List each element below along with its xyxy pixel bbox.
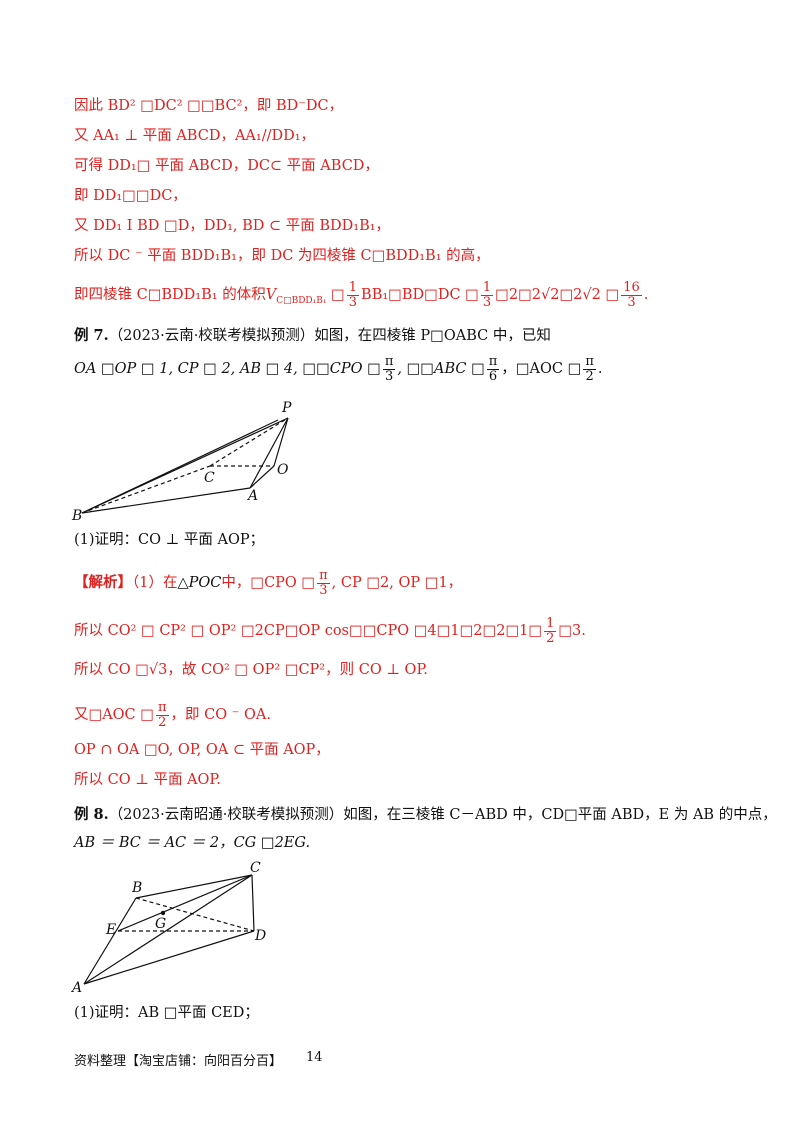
edge-AO xyxy=(249,465,275,489)
label-E: E xyxy=(105,922,116,938)
edge-BP-2 xyxy=(81,419,279,514)
point-G xyxy=(160,910,166,916)
solution-line-6: 所以 CO ⊥ 平面 AOP. xyxy=(74,772,221,788)
example-7-heading: 例 7.（2023·云南·校联考模拟预测）如图，在四棱锥 P□OABC 中，已知 xyxy=(74,327,551,344)
solution-line-1: 【解析】（1）在△POC中，□CPO □ π 3, CP □2, OP □1， xyxy=(74,567,463,598)
text-line-1: 因此 BD² □DC² □□BC²，即 BD⁻DC， xyxy=(74,98,344,114)
edge-CD xyxy=(251,874,255,932)
text-line-6: 所以 DC ⁻ 平面 BDD₁B₁，即 DC 为四棱锥 C□BDD₁B₁ 的高， xyxy=(74,248,490,264)
solution-line-5: OP ∩ OA □O, OP, OA ⊂ 平面 AOP， xyxy=(74,742,330,758)
label-B: B xyxy=(131,880,142,896)
edge-BC-hidden xyxy=(81,465,211,514)
solution-line-2: 所以 CO² □ CP² □ OP² □2CP□OP cos□□CPO □4□1… xyxy=(74,615,586,646)
edge-AP xyxy=(249,417,289,489)
solution-line-3: 所以 CO □√3，故 CO² □ OP² □CP²，则 CO ⊥ OP. xyxy=(74,662,428,678)
edge-EC xyxy=(117,874,253,932)
label-C: C xyxy=(250,860,261,876)
example-7-question-1: (1)证明：CO ⊥ 平面 AOP； xyxy=(74,532,265,548)
text-line-7-volume: 即四棱锥 C□BDD₁B₁ 的体积VC□BDD₁B₁ □ 1 3 BB₁□BD□DC … xyxy=(74,279,649,310)
label-D: D xyxy=(254,928,266,944)
text-line-2: 又 AA₁ ⊥ 平面 ABCD，AA₁//DD₁， xyxy=(74,128,316,144)
example-7-conditions: OA □OP □ 1, CP □ 2, AB □ 4, □□CPO □ π 3, □… xyxy=(74,353,603,384)
tetrahedron-figure-2: B C E G D A xyxy=(70,860,266,996)
fraction-16-3: 16 3 xyxy=(621,279,642,310)
label-C: C xyxy=(204,470,215,486)
example-8-conditions: AB ＝ BC ＝ AC ＝ 2，CG □2EG. xyxy=(74,835,311,851)
label-A: A xyxy=(70,980,82,996)
edge-AC xyxy=(83,874,253,985)
text-line-5: 又 DD₁ I BD □D，DD₁, BD ⊂ 平面 BDD₁B₁， xyxy=(74,218,391,234)
footer-text: 资料整理【淘宝店铺：向阳百分百】 xyxy=(74,1054,283,1069)
solution-label: 【解析】 xyxy=(74,574,132,591)
edge-BC xyxy=(135,874,253,899)
example-8-heading: 例 8.（2023·云南昭通·校联考模拟预测）如图，在三棱锥 C－ABD 中，C… xyxy=(74,806,777,823)
label-B: B xyxy=(71,508,82,524)
edge-BD-hidden xyxy=(135,897,255,932)
edge-AD xyxy=(83,930,255,985)
edge-BA xyxy=(81,487,251,514)
pyramid-figure-1: P O C A B xyxy=(71,400,292,524)
edge-AB xyxy=(83,897,137,985)
edge-CP-hidden xyxy=(209,417,289,467)
page-number: 14 xyxy=(306,1050,323,1065)
label-O: O xyxy=(277,462,289,478)
edge-OP xyxy=(273,417,289,467)
label-P: P xyxy=(281,400,292,416)
text-line-4: 即 DD₁□□DC， xyxy=(74,188,187,204)
solution-line-4: 又□AOC □ π 2 ，即 CO ⁻ OA. xyxy=(74,699,271,730)
text-line-3: 可得 DD₁□ 平面 ABCD，DC⊂ 平面 ABCD， xyxy=(74,158,379,174)
label-A: A xyxy=(246,488,258,504)
example-8-question-1: (1)证明：AB □平面 CED； xyxy=(74,1005,259,1021)
label-G: G xyxy=(155,916,166,932)
